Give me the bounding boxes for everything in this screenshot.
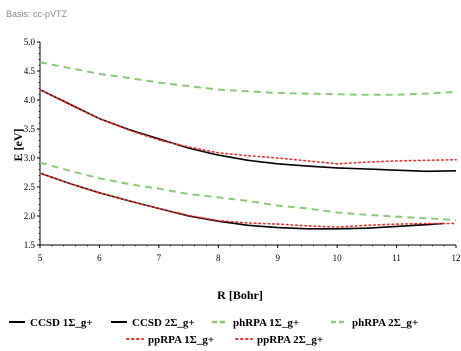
- series-line-2: [39, 61, 457, 96]
- series-line-4: [39, 172, 457, 228]
- series-layer: [39, 61, 457, 230]
- x-tick-label: 8: [216, 253, 221, 263]
- x-tick-label: 10: [333, 253, 343, 263]
- x-tick-label: 7: [157, 253, 162, 263]
- legend-label-3: phRPA 2Σ_g+: [352, 317, 418, 329]
- x-tick-label: 6: [97, 253, 102, 263]
- y-tick-label: 1.5: [24, 240, 36, 250]
- legend-label-2: phRPA 1Σ_g+: [233, 317, 299, 329]
- x-tick-label: 12: [452, 253, 461, 263]
- x-tick-label: 9: [275, 253, 280, 263]
- y-tick-label: 3.5: [24, 124, 36, 134]
- legend: CCSD 1Σ_g+ CCSD 2Σ_g+ phRPA 1Σ_g+ phRPA 2Σ_…: [9, 317, 418, 346]
- axes: 1.5 2.0 2.5 3.0 3.5 4.0 4.5 5.0 5 6 7 8 9 10 11 12: [24, 37, 461, 263]
- x-axis-label: R [Bohr]: [217, 288, 263, 302]
- y-tick-label: 5.0: [24, 37, 36, 47]
- series-line-1: [39, 88, 457, 173]
- y-tick-label: 3.0: [24, 153, 36, 163]
- legend-label-4: ppRPA 1Σ_g+: [148, 334, 214, 346]
- x-tick-label: 11: [392, 253, 401, 263]
- legend-label-1: CCSD 2Σ_g+: [132, 317, 195, 329]
- series-line-3: [39, 161, 457, 222]
- chart-subtitle: Basis: cc-pVTZ: [6, 9, 68, 19]
- y-tick-label: 4.5: [24, 66, 36, 76]
- y-tick-label: 2.5: [24, 182, 36, 192]
- y-tick-label: 2.0: [24, 211, 36, 221]
- x-tick-label: 5: [38, 253, 43, 263]
- legend-label-5: ppRPA 2Σ_g+: [257, 334, 323, 346]
- y-tick-label: 4.0: [24, 95, 36, 105]
- series-line-5: [39, 88, 457, 165]
- y-axis-label: E [eV]: [11, 129, 25, 162]
- legend-label-0: CCSD 1Σ_g+: [30, 317, 93, 329]
